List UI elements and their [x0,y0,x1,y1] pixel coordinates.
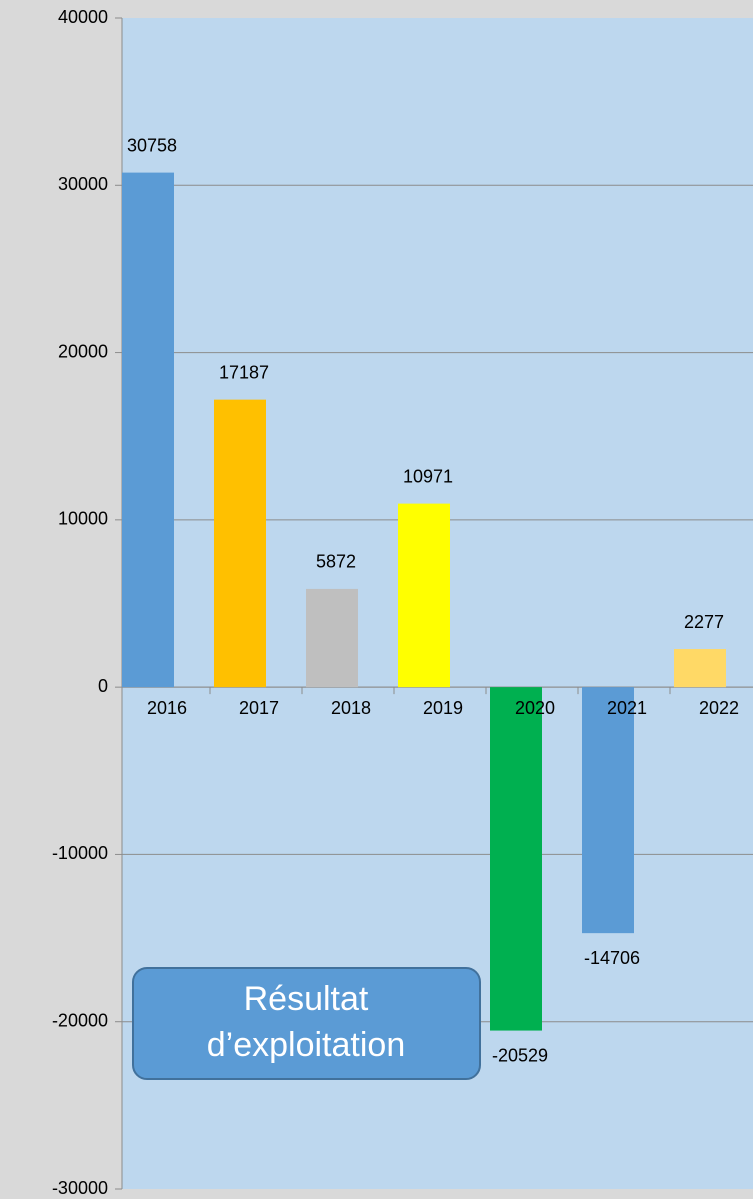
data-label: 30758 [127,135,177,155]
x-tick-label: 2020 [515,698,555,718]
x-tick-label: 2017 [239,698,279,718]
data-label: 17187 [219,362,269,382]
y-tick-label: 40000 [58,7,108,27]
data-label: -20529 [492,1045,548,1065]
x-tick-label: 2019 [423,698,463,718]
data-label: 5872 [316,552,356,572]
annotation-text: d’exploitation [207,1026,405,1064]
bar [306,588,358,688]
data-label: -14706 [584,948,640,968]
y-tick-label: -10000 [52,843,108,863]
bar [214,399,266,688]
y-tick-label: 20000 [58,341,108,361]
y-tick-label: 10000 [58,509,108,529]
bar [398,503,450,688]
y-tick-label: -30000 [52,1178,108,1198]
annotation-text: Résultat [244,980,369,1018]
bar [674,649,726,688]
bar [582,687,634,934]
bar [122,172,174,688]
data-label: 10971 [403,466,453,486]
annotation-box [132,967,481,1080]
bar [490,687,542,1031]
y-tick-label: 30000 [58,174,108,194]
x-tick-label: 2021 [607,698,647,718]
y-tick-label: 0 [98,676,108,696]
y-tick-label: -20000 [52,1010,108,1030]
x-tick-label: 2016 [147,698,187,718]
x-tick-label: 2018 [331,698,371,718]
data-label: 2277 [684,612,724,632]
x-tick-label: 2022 [699,698,739,718]
